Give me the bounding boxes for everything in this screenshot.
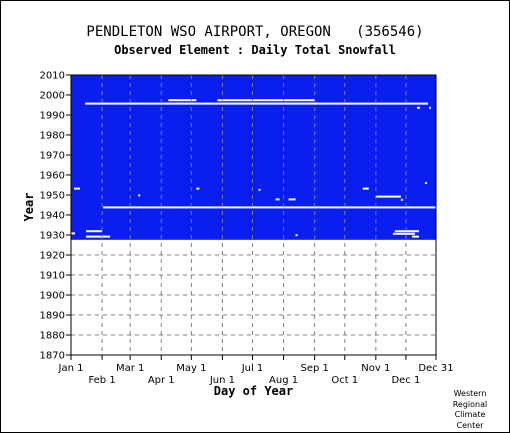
- missing-data-span: [392, 232, 415, 235]
- missing-data-span: [86, 230, 103, 233]
- missing-data-span: [85, 102, 428, 105]
- x-tick-label: Dec 1: [391, 375, 420, 386]
- missing-data-span: [394, 230, 419, 233]
- y-tick-label: 1960: [40, 171, 65, 182]
- x-tick-label: Dec 31: [418, 363, 453, 374]
- wrcc-credit: Western Regional Climate Center: [450, 389, 490, 431]
- y-tick-label: 1930: [40, 231, 65, 242]
- x-tick-label: Jun 1: [209, 375, 235, 386]
- y-axis-label: Year: [22, 193, 36, 222]
- x-tick-label: Aug 1: [269, 375, 298, 386]
- y-tick-label: 1990: [40, 111, 65, 122]
- missing-data-span: [375, 195, 401, 198]
- missing-data-span: [411, 235, 419, 238]
- y-tick-label: 1920: [40, 251, 65, 262]
- y-tick-label: 2000: [40, 91, 65, 102]
- y-tick-label: 1900: [40, 291, 65, 302]
- missing-data-span: [288, 198, 296, 201]
- x-tick-label: Apr 1: [148, 375, 175, 386]
- missing-data-span: [362, 187, 369, 190]
- x-tick-label: Jul 1: [241, 363, 264, 374]
- missing-data-span: [258, 188, 261, 191]
- y-tick-label: 1890: [40, 311, 65, 322]
- y-tick-label: 1870: [40, 351, 65, 362]
- missing-data-span: [196, 187, 200, 190]
- missing-data-span: [103, 206, 436, 209]
- y-tick-label: 1950: [40, 191, 65, 202]
- missing-data-span: [168, 99, 197, 102]
- y-tick-label: 1940: [40, 211, 65, 222]
- missing-data-span: [400, 198, 403, 201]
- missing-data-span: [416, 106, 420, 109]
- credit-line: Climate: [454, 410, 486, 419]
- missing-data-span: [428, 106, 431, 109]
- missing-data-span: [295, 234, 298, 237]
- y-tick-label: 2010: [40, 71, 65, 82]
- y-tick-label: 1910: [40, 271, 65, 282]
- y-tick-label: 1880: [40, 331, 65, 342]
- element-title: Observed Element : Daily Total Snowfall: [114, 43, 396, 57]
- missing-data-span: [275, 198, 280, 201]
- credit-line: Western: [453, 389, 487, 398]
- x-tick-label: Jan 1: [58, 363, 84, 374]
- x-tick-label: Oct 1: [331, 375, 358, 386]
- credit-line: Center: [456, 420, 484, 430]
- x-tick-label: Mar 1: [116, 363, 144, 374]
- missing-data-span: [86, 235, 111, 238]
- y-tick-label: 1980: [40, 131, 65, 142]
- credit-line: Regional: [452, 399, 488, 409]
- x-tick-label: Sep 1: [300, 363, 328, 374]
- missing-data-span: [74, 187, 81, 190]
- x-tick-label: Feb 1: [88, 375, 115, 386]
- station-title: PENDLETON WSO AIRPORT, OREGON (356546): [86, 24, 424, 40]
- missing-data-span: [71, 232, 76, 235]
- y-tick-label: 1970: [40, 151, 65, 162]
- missing-data-span: [424, 182, 427, 184]
- x-tick-label: Nov 1: [361, 363, 390, 374]
- missing-data-span: [217, 99, 315, 102]
- x-tick-label: May 1: [176, 363, 206, 374]
- x-axis-label: Day of Year: [214, 384, 293, 398]
- data-coverage-block: [71, 75, 436, 240]
- missing-data-span: [138, 194, 141, 197]
